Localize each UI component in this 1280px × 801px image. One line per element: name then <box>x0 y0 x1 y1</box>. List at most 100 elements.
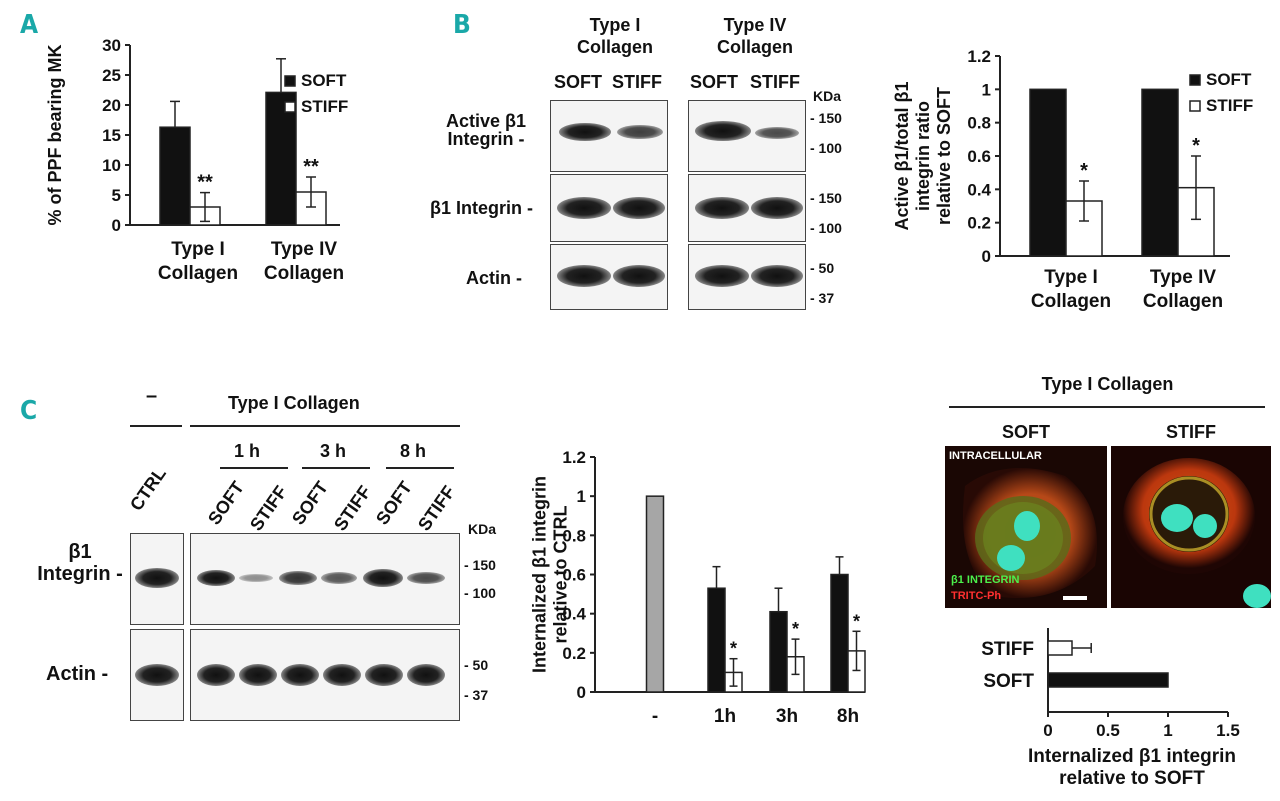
category-label: Collagen <box>1031 291 1111 312</box>
blot-c-marker-3: - 50 <box>464 657 489 673</box>
band <box>557 197 611 219</box>
y-tick-label: 0.6 <box>967 147 991 166</box>
band <box>751 265 803 287</box>
significance-mark: * <box>853 611 860 631</box>
blot-c-kda: KDa <box>468 521 497 537</box>
blot-c-strip-b1-main <box>190 533 460 625</box>
blot-b-marker-4: - 100 <box>810 220 842 236</box>
band <box>321 572 357 584</box>
y-tick-label: 0.2 <box>967 214 991 233</box>
micro-title: Type I Collagen <box>1041 374 1174 394</box>
micro-image-stiff <box>1111 446 1271 608</box>
x-axis-label: relative to SOFT <box>1059 768 1205 789</box>
micro-stiff-label: STIFF <box>1166 422 1216 442</box>
band <box>695 197 749 219</box>
blot-c-time-line-1 <box>220 467 288 469</box>
micro-intracellular-label: INTRACELLULAR <box>949 450 1042 462</box>
blot-b-row-1: Active β1 Integrin - <box>445 111 527 149</box>
category-label: 8h <box>837 706 859 727</box>
blot-c-collagen-line <box>190 425 460 427</box>
x-tick-label: 0.5 <box>1096 721 1120 740</box>
panel-c-chart: 0 0.2 0.4 0.6 0.8 1 1.2 Internalized β1 integri… <box>529 448 866 727</box>
blot-c-time-line-3 <box>386 467 454 469</box>
blot-c-time-line-2 <box>302 467 370 469</box>
y-tick-label: 0 <box>112 216 121 235</box>
bar-soft <box>769 610 788 693</box>
blot-b-lane-3: SOFT <box>690 72 738 92</box>
blot-b-strip-b1-left <box>550 174 668 242</box>
band <box>557 265 611 287</box>
legend-label: SOFT <box>301 71 347 90</box>
micro-soft-label: SOFT <box>1002 422 1050 442</box>
blot-c-time-3: 8 h <box>400 441 427 461</box>
y-tick-label: 25 <box>102 66 121 85</box>
y-axis-label: integrin ratio <box>913 101 933 211</box>
x-axis-label: Internalized β1 integrin <box>1028 746 1236 767</box>
panel-letter-a: A <box>20 10 39 40</box>
category-label: Type IV <box>1150 267 1216 288</box>
y-axis-label: relative to SOFT <box>934 87 954 225</box>
micro-title-line <box>949 406 1265 408</box>
blot-c-lane-1: SOFT <box>204 477 248 529</box>
y-tick-label: 0.2 <box>562 644 586 663</box>
category-label: Collagen <box>1143 291 1223 312</box>
category-label: 1h <box>714 706 736 727</box>
blot-c-collagen: Type I Collagen <box>228 393 360 413</box>
band <box>281 664 319 686</box>
category-label: STIFF <box>981 639 1034 660</box>
blot-b-strip-active-right <box>688 100 806 172</box>
blot-b-marker-3: - 150 <box>810 190 842 206</box>
category-label: - <box>652 706 658 727</box>
blot-c-marker-4: - 37 <box>464 687 489 703</box>
bar-soft <box>1029 88 1067 257</box>
band <box>613 197 665 219</box>
category-label-group: Type I Collagen <box>158 239 238 284</box>
band <box>363 569 403 587</box>
blot-c-lane-2: STIFF <box>246 482 292 535</box>
significance-mark: ** <box>197 172 213 194</box>
blot-b-group-1: Type I Collagen <box>576 15 653 57</box>
micro-integrin-label: β1 INTEGRIN <box>951 574 1020 586</box>
y-axis-label: relative to CTRL <box>550 505 570 643</box>
band <box>613 265 665 287</box>
blot-b-lane-4: STIFF <box>750 72 800 92</box>
blot-b-strip-active-left <box>550 100 668 172</box>
legend-swatch <box>1189 100 1201 112</box>
blot-c-time-2: 3 h <box>320 441 347 461</box>
significance-mark: * <box>1080 160 1088 182</box>
band <box>239 574 273 582</box>
y-tick-label: 10 <box>102 156 121 175</box>
micro-image-soft: INTRACELLULAR β1 INTEGRIN TRITC-Ph <box>945 446 1107 608</box>
panel-b-blot: Type I Collagen Type IV Collagen SOFT ST… <box>400 10 870 310</box>
blot-c-lane-ctrl: CTRL <box>126 463 170 515</box>
bar-soft <box>159 126 191 226</box>
blot-c-lane-3: SOFT <box>288 477 332 529</box>
blot-c-strip-actin-ctrl <box>130 629 184 721</box>
legend-swatch <box>284 75 296 87</box>
band <box>407 572 445 584</box>
category-label: Type IV <box>271 239 337 260</box>
micro-stiff-art <box>1111 446 1271 608</box>
blot-c-time-1: 1 h <box>234 441 261 461</box>
micro-soft-art <box>945 446 1107 608</box>
y-tick-label: 0.4 <box>562 605 586 624</box>
significance-mark: * <box>792 619 799 639</box>
y-tick-label: 0.4 <box>967 180 991 199</box>
band <box>559 123 611 141</box>
category-label-group: Type IV Collagen <box>264 239 344 284</box>
blot-b-row-3: Actin - <box>466 268 522 288</box>
y-tick-label: 5 <box>112 186 121 205</box>
panel-b-chart: 0 0.2 0.4 0.6 0.8 1 1.2 Active β1/total β1 integ… <box>892 47 1253 312</box>
y-tick-label: 1 <box>982 80 991 99</box>
band <box>695 265 749 287</box>
y-tick-label: 0 <box>577 683 586 702</box>
band <box>323 664 361 686</box>
category-label: Type I <box>1044 267 1098 288</box>
blot-c-marker-2: - 100 <box>464 585 496 601</box>
blot-c-lane-6: STIFF <box>414 482 460 535</box>
blot-c-row-1: β1 Integrin - <box>37 541 123 585</box>
blot-b-lane-1: SOFT <box>554 72 602 92</box>
y-axis-label-group: % of PPF bearing MK <box>45 44 65 225</box>
panel-letter-c: C <box>20 396 38 426</box>
blot-c-strip-actin-main <box>190 629 460 721</box>
